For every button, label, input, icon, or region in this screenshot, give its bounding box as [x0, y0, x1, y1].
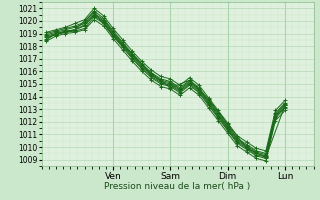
X-axis label: Pression niveau de la mer( hPa ): Pression niveau de la mer( hPa )	[104, 182, 251, 191]
